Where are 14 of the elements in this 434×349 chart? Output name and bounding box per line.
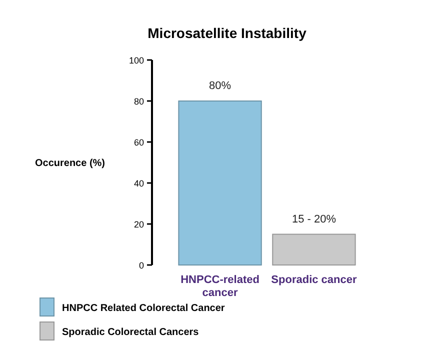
x-tick-label: HNPCC-related cancer [180, 274, 260, 299]
y-tick-label: 20 [134, 220, 144, 230]
data-label: 15 - 20% [292, 213, 336, 226]
x-tick-label: Sporadic cancer [271, 274, 358, 286]
chart-title: Microsatellite Instability [148, 25, 307, 41]
y-axis-title: Occurence (%) [34, 158, 106, 169]
y-tick-label: 80 [134, 96, 144, 106]
legend-label: HNPCC Related Colorectal Cancer [62, 303, 225, 314]
legend-label: Sporadic Colorectal Cancers [62, 327, 200, 338]
y-tick-label: 40 [134, 178, 144, 188]
y-tick-label: 100 [128, 56, 144, 66]
y-tick-label: 60 [134, 138, 144, 148]
y-tick-label: 0 [138, 260, 144, 270]
data-label: 80% [209, 80, 232, 92]
